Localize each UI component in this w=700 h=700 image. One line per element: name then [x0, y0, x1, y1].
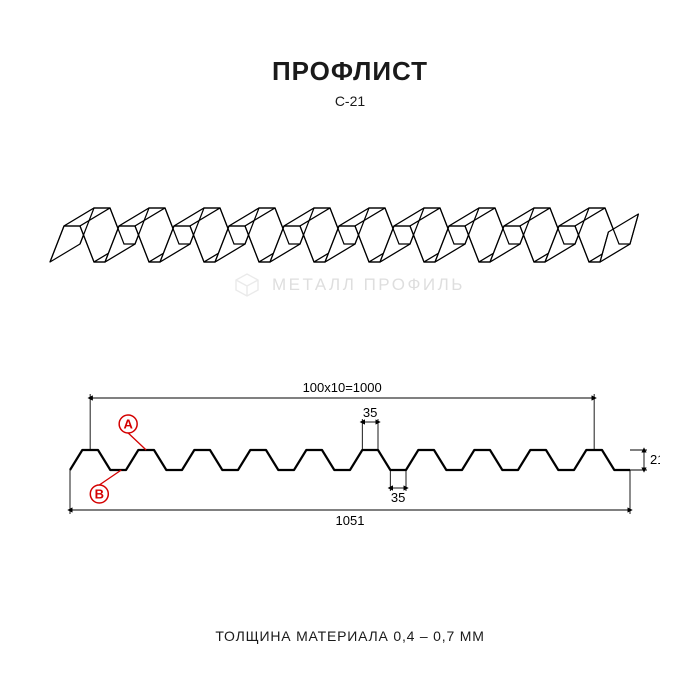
footer-text: ТОЛЩИНА МАТЕРИАЛА 0,4 – 0,7 ММ — [0, 628, 700, 644]
watermark-text: МЕТАЛЛ ПРОФИЛЬ — [272, 275, 465, 295]
page-title: ПРОФЛИСТ — [0, 56, 700, 87]
watermark-icon — [230, 268, 264, 302]
svg-text:A: A — [123, 417, 133, 432]
title-block: ПРОФЛИСТ С-21 — [0, 56, 700, 109]
svg-text:1051: 1051 — [336, 513, 365, 528]
technical-view: 100x10=1000 1051 35 35 21 A B — [40, 360, 660, 530]
technical-svg: 100x10=1000 1051 35 35 21 A B — [40, 360, 660, 530]
svg-text:100x10=1000: 100x10=1000 — [303, 380, 382, 395]
watermark: МЕТАЛЛ ПРОФИЛЬ — [230, 260, 490, 310]
svg-text:35: 35 — [363, 405, 377, 420]
page-subtitle: С-21 — [0, 93, 700, 109]
svg-text:B: B — [95, 487, 104, 502]
page: ПРОФЛИСТ С-21 МЕТАЛЛ ПРОФИЛЬ 100x10=1000… — [0, 0, 700, 700]
svg-text:35: 35 — [391, 490, 405, 505]
svg-text:21: 21 — [650, 452, 660, 467]
